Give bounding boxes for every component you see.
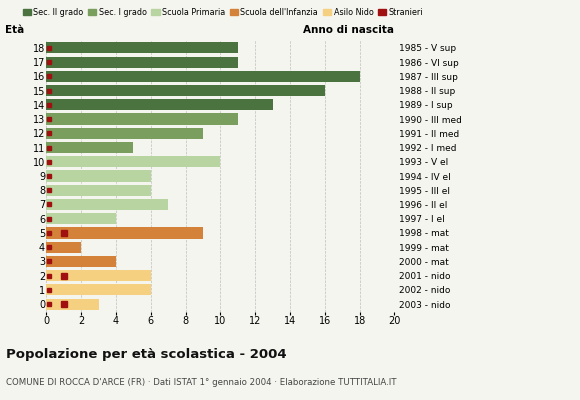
Legend: Sec. II grado, Sec. I grado, Scuola Primaria, Scuola dell'Infanzia, Asilo Nido, : Sec. II grado, Sec. I grado, Scuola Prim… bbox=[23, 8, 423, 17]
Bar bbox=[46, 256, 116, 267]
Bar bbox=[46, 199, 168, 210]
Text: Anno di nascita: Anno di nascita bbox=[303, 24, 394, 34]
Bar bbox=[46, 170, 151, 182]
Bar bbox=[46, 228, 203, 238]
Bar bbox=[46, 142, 133, 153]
Bar bbox=[46, 156, 220, 167]
Bar bbox=[46, 42, 238, 53]
Text: COMUNE DI ROCCA D'ARCE (FR) · Dati ISTAT 1° gennaio 2004 · Elaborazione TUTTITAL: COMUNE DI ROCCA D'ARCE (FR) · Dati ISTAT… bbox=[6, 378, 396, 387]
Text: Età: Età bbox=[5, 24, 24, 34]
Text: Popolazione per età scolastica - 2004: Popolazione per età scolastica - 2004 bbox=[6, 348, 287, 361]
Bar bbox=[46, 213, 116, 224]
Bar bbox=[46, 114, 238, 124]
Bar bbox=[46, 270, 151, 281]
Bar bbox=[46, 71, 360, 82]
Bar bbox=[46, 242, 81, 253]
Bar bbox=[46, 85, 325, 96]
Bar bbox=[46, 56, 238, 68]
Bar bbox=[46, 185, 151, 196]
Bar bbox=[46, 128, 203, 139]
Bar bbox=[46, 284, 151, 296]
Bar bbox=[46, 299, 99, 310]
Bar bbox=[46, 99, 273, 110]
